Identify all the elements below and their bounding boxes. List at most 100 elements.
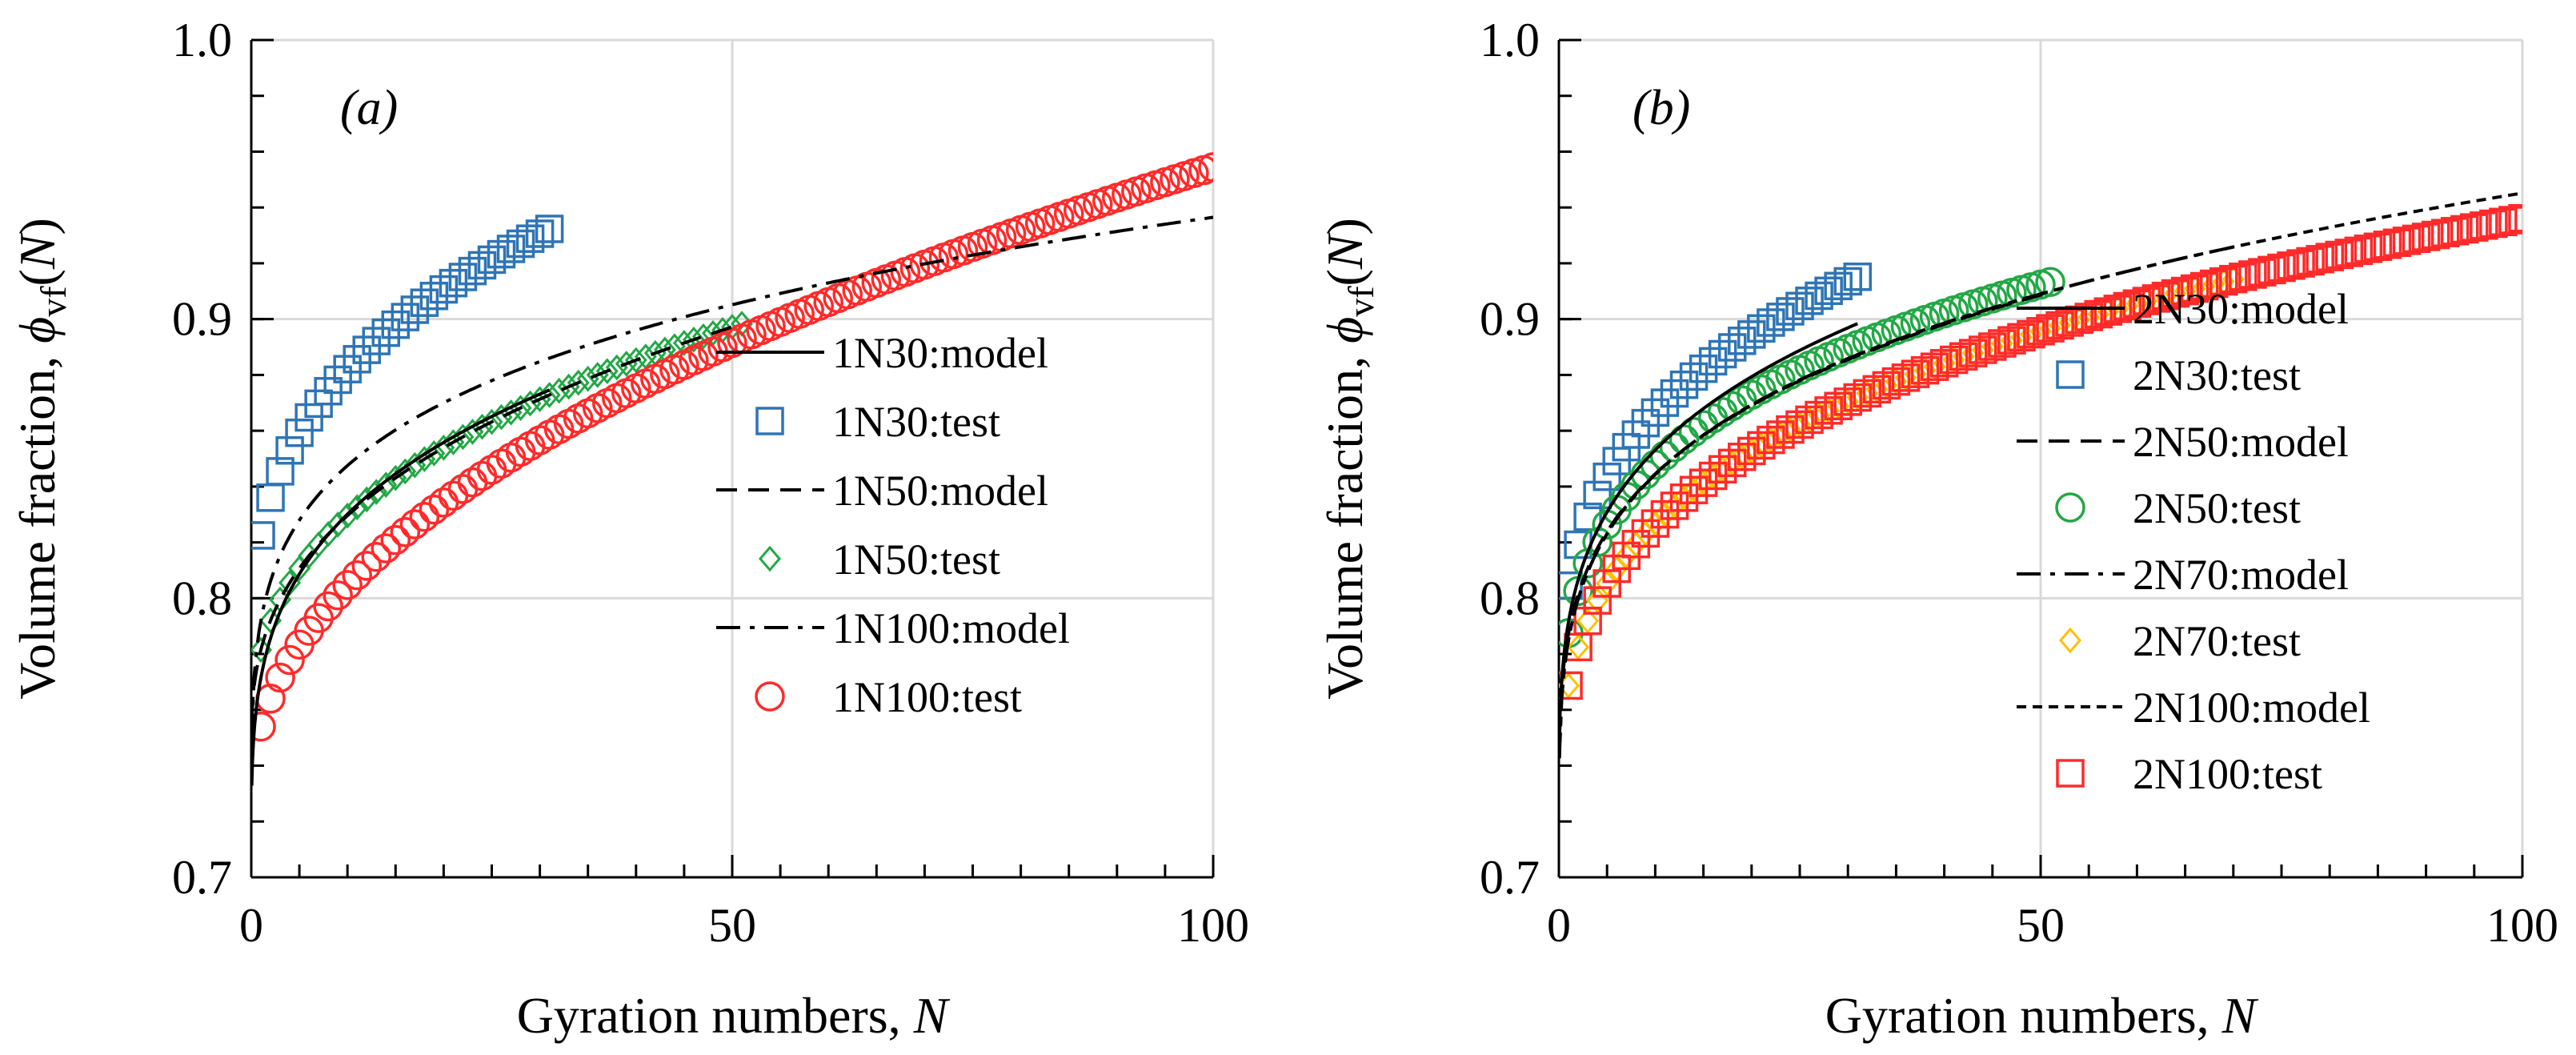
plot-area	[1559, 191, 2522, 759]
data-point	[1833, 267, 1862, 296]
legend: 1N30:model 1N30:test 1N50:model 1N50:test 1N…	[716, 329, 1070, 721]
y-axis-title-paren: (	[9, 269, 66, 286]
data-point	[476, 455, 507, 485]
data-point	[1766, 303, 1795, 331]
y-axis-title-subscript: vf	[1340, 286, 1381, 317]
data-point	[1567, 634, 1590, 660]
data-point	[2170, 276, 2200, 306]
data-point	[255, 684, 286, 714]
data-point	[2334, 239, 2364, 267]
legend-marker-swatch	[2055, 492, 2085, 523]
data-point	[2229, 263, 2258, 291]
data-point	[2045, 311, 2074, 340]
data-point	[2392, 227, 2422, 255]
data-point	[495, 442, 527, 473]
y-axis-title-paren: (	[1316, 269, 1373, 286]
x-axis-title-text: Gyration numbers,	[517, 987, 914, 1044]
data-point	[1853, 379, 1882, 408]
data-point	[1583, 586, 1612, 615]
data-point	[1949, 342, 1978, 371]
data-point	[2189, 271, 2219, 301]
legend-label: 1N50:test	[832, 536, 1000, 584]
series-2n30-test	[1559, 263, 1872, 600]
data-point	[2498, 206, 2522, 235]
data-point	[1592, 462, 1621, 491]
data-point	[1737, 436, 1766, 466]
data-point	[1621, 529, 1651, 559]
x-axis-title-var: N	[2221, 987, 2259, 1044]
data-point	[2306, 245, 2334, 274]
data-point	[362, 327, 391, 355]
data-point	[1198, 152, 1213, 183]
series-1n100-test	[251, 152, 1213, 742]
data-point	[2402, 224, 2431, 254]
data-point	[265, 662, 295, 693]
data-point	[327, 511, 350, 538]
legend-entry: 2N50:test	[2055, 484, 2301, 532]
data-point	[2209, 267, 2238, 296]
legend-entry: 2N50:model	[2017, 418, 2349, 466]
data-point	[525, 219, 555, 248]
data-point	[1576, 608, 1600, 634]
legend-entry: 1N50:test	[759, 536, 1000, 584]
data-point	[1573, 606, 1602, 636]
data-point	[2508, 204, 2522, 233]
data-point	[1910, 355, 1940, 385]
data-point	[1650, 499, 1680, 529]
data-point	[1631, 519, 1661, 548]
data-point	[467, 251, 497, 280]
data-point	[1631, 408, 1661, 438]
data-point	[1795, 287, 1824, 315]
data-point	[2344, 236, 2374, 266]
y-tick-label: 0.7	[172, 851, 232, 904]
data-point	[506, 229, 535, 259]
data-point	[2113, 291, 2142, 321]
series-line-1n100-model	[251, 215, 1213, 739]
data-point	[1592, 569, 1621, 598]
data-point	[2450, 215, 2479, 244]
data-point	[419, 494, 450, 525]
data-point	[515, 224, 545, 253]
legend-entry: 2N30:model	[2017, 285, 2349, 333]
data-point	[2007, 323, 2036, 352]
data-point	[251, 521, 275, 550]
data-point	[2489, 207, 2518, 237]
data-point	[2325, 240, 2354, 270]
legend: 2N30:model 2N30:test 2N50:model 2N50:test 2N…	[2017, 285, 2370, 798]
x-tick-label: 100	[1177, 899, 1249, 952]
series-line-2n30-model	[1559, 322, 1859, 742]
data-point	[323, 365, 352, 395]
data-point	[605, 354, 628, 381]
legend-marker-swatch	[2059, 627, 2081, 654]
data-point	[2035, 267, 2065, 297]
data-point	[451, 423, 475, 451]
legend-entry: 2N70:test	[2059, 617, 2301, 665]
data-point	[343, 345, 371, 374]
legend-label: 2N70:model	[2133, 551, 2349, 599]
data-point	[1872, 371, 1901, 400]
data-point	[2354, 235, 2383, 263]
data-point	[1843, 263, 1872, 291]
data-point	[266, 457, 294, 486]
legend-label: 1N100:model	[832, 604, 1070, 652]
data-point	[1824, 271, 1853, 301]
data-point	[1757, 425, 1785, 455]
data-point	[547, 377, 571, 404]
data-point	[391, 303, 420, 331]
data-point	[1891, 363, 1921, 392]
data-point	[2199, 269, 2229, 299]
x-tick-label: 50	[708, 899, 756, 952]
data-point	[1776, 297, 1805, 326]
legend-label: 2N100:test	[2133, 750, 2322, 798]
data-point	[2460, 213, 2489, 242]
data-point	[1660, 379, 1689, 408]
data-point	[535, 215, 564, 243]
data-point	[2036, 314, 2065, 343]
data-point	[2421, 220, 2450, 250]
data-point	[1776, 415, 1805, 444]
legend-label: 1N100:test	[832, 673, 1022, 721]
data-point	[1669, 483, 1699, 512]
data-point	[2470, 211, 2498, 240]
data-point	[381, 310, 411, 339]
